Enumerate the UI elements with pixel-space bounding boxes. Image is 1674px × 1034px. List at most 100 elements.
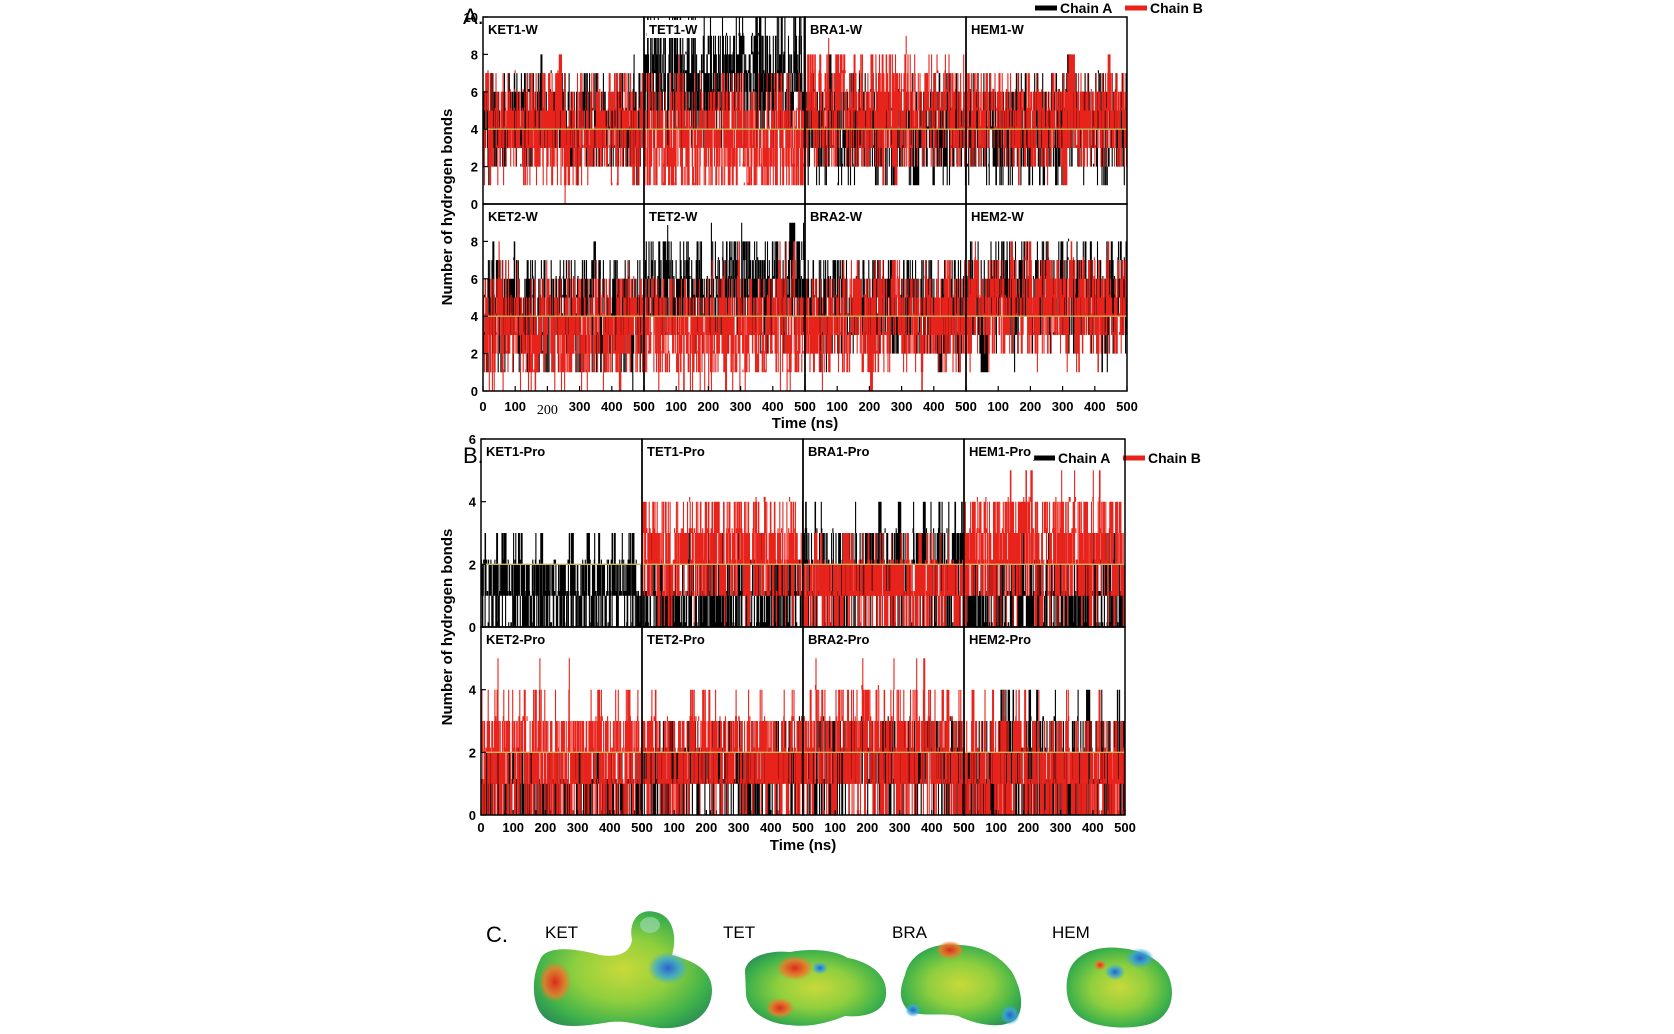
x-tick-label: 100 [665, 399, 687, 414]
x-tick-label: 300 [569, 399, 591, 414]
subplot-title-bg [484, 630, 549, 648]
x-tick-label: 400 [1084, 399, 1106, 414]
x-tick-label: 200 [1018, 820, 1040, 835]
y-tick-label: 8 [471, 234, 478, 249]
subplot-ket1-w: KET1-W 0 2 4 6 8 10 [464, 10, 645, 212]
subplot-hem2-w: HEM2-W 0 100 200 300 400 500 [962, 203, 1138, 414]
y-tick-label: 10 [464, 10, 478, 25]
x-tick-label: 500 [953, 820, 975, 835]
x-tick-label: 0 [477, 820, 484, 835]
x-tick-label: 500 [792, 820, 814, 835]
subplot-title-tet1-pro: TET1-Pro [647, 444, 705, 459]
subplot-title-bg [806, 630, 873, 648]
x-tick-label: 400 [923, 399, 945, 414]
x-tick-label: 500 [1114, 820, 1136, 835]
x-tick-label: 300 [1050, 820, 1072, 835]
subplot-bra1-pro: BRA1-Pro [802, 438, 965, 628]
subplot-title-tet2-pro: TET2-Pro [647, 632, 705, 647]
x-tick-label: 400 [760, 820, 782, 835]
legend-a-chain-b-label: Chain B [1150, 0, 1203, 16]
x-tick-label: 300 [567, 820, 589, 835]
subplot-title-tet2-w: TET2-W [649, 209, 698, 224]
subplot-title-ket2-w: KET2-W [488, 209, 539, 224]
x-tick-label: 400 [921, 820, 943, 835]
x-tick-label: 0 [960, 820, 967, 835]
legend-a: Chain A Chain B [1035, 0, 1203, 16]
panel-letter-b: B. [463, 443, 484, 468]
x-axis-label-a: Time (ns) [772, 415, 838, 432]
y-axis-label-a: Number of hydrogen bonds [439, 109, 456, 306]
subplot-tet2-w: TET2-W 0 100 200 300 400 500 [640, 203, 816, 414]
subplot-title-bg [647, 207, 701, 225]
x-tick-label: 0 [962, 399, 969, 414]
y-tick-label: 4 [469, 683, 477, 698]
x-tick-label: 200 [1020, 399, 1042, 414]
x-axis-label-b: Time (ns) [770, 837, 836, 854]
x-tick-label: 200 [698, 399, 720, 414]
x-tick-label: 200 [857, 820, 879, 835]
y-tick-label: 2 [469, 557, 476, 572]
x-tick-label: 0 [638, 820, 645, 835]
x-tick-label: 300 [1052, 399, 1074, 414]
subplot-title-hem2-pro: HEM2-Pro [969, 632, 1031, 647]
molecule-label-ket: KET [545, 923, 578, 942]
x-tick-label: 500 [794, 399, 816, 414]
y-tick-label: 8 [471, 47, 478, 62]
subplot-title-bg [967, 442, 1035, 460]
subplot-title-ket1-pro: KET1-Pro [486, 444, 545, 459]
subplot-title-bra2-w: BRA2-W [810, 209, 863, 224]
y-tick-label: 4 [469, 495, 477, 510]
subplot-title-tet1-w: TET1-W [649, 22, 698, 37]
y-tick-label: 4 [471, 122, 479, 137]
x-tick-label: 200 [535, 820, 557, 835]
molecule-panel: KET TET BRA HEM [533, 911, 1172, 1029]
subplot-title-bg [806, 442, 873, 460]
subplot-title-bg [969, 207, 1027, 225]
subplot-hem2-pro: HEM2-Pro 0 100 200 300 400 500 [960, 626, 1136, 835]
x-tick-label: 400 [1082, 820, 1104, 835]
molecule-surface-tet [745, 950, 887, 1026]
subplot-title-bra1-w: BRA1-W [810, 22, 863, 37]
y-tick-label: 6 [469, 432, 476, 447]
molecule-surface-ket [533, 911, 712, 1029]
subplot-bra1-w: BRA1-W [804, 16, 967, 205]
subplot-title-bg [486, 20, 541, 38]
legend-b: Chain A Chain B [1033, 450, 1201, 466]
subplot-title-bra1-pro: BRA1-Pro [808, 444, 869, 459]
chart-group-a: KET1-W 0 2 4 6 8 10 TET1-W BRA1-W HEM1-W KET2-W 0 2 4… [439, 10, 1138, 432]
molecule-surface-bra [900, 941, 1022, 1026]
x-tick-label: 300 [891, 399, 913, 414]
molecule-label-tet: TET [723, 923, 755, 942]
y-tick-label: 0 [469, 808, 476, 823]
subplot-title-bg [967, 630, 1035, 648]
subplot-title-bg [484, 442, 549, 460]
y-tick-label: 2 [471, 347, 478, 362]
subplot-bra2-pro: BRA2-Pro 0 100 200 300 400 500 [799, 626, 975, 835]
legend-a-chain-a-label: Chain A [1060, 0, 1112, 16]
x-tick-label: 500 [631, 820, 653, 835]
subplot-hem1-w: HEM1-W [965, 16, 1128, 205]
x-tick-label: 0 [640, 399, 647, 414]
y-tick-label: 2 [471, 160, 478, 175]
x-tick-label: 0 [479, 399, 486, 414]
subplot-ket2-w: KET2-W 0 2 4 6 8 0 100 200 300 400 500 [471, 203, 655, 418]
subplot-hem1-pro: HEM1-Pro [963, 438, 1126, 628]
panel-letter-c: C. [486, 922, 508, 947]
y-tick-label: 0 [471, 197, 478, 212]
x-tick-label: 0 [801, 399, 808, 414]
molecule-label-hem: HEM [1052, 923, 1090, 942]
molecule-surface-hem [1066, 947, 1172, 1028]
x-tick-label: 300 [730, 399, 752, 414]
subplot-title-ket2-pro: KET2-Pro [486, 632, 545, 647]
subplot-tet2-pro: TET2-Pro 0 100 200 300 400 500 [638, 626, 814, 835]
x-tick-label: 0 [799, 820, 806, 835]
y-tick-label: 2 [469, 745, 476, 760]
x-tick-label: 300 [728, 820, 750, 835]
x-tick-label: 100 [502, 820, 524, 835]
x-tick-label: 400 [762, 399, 784, 414]
x-tick-label: 500 [955, 399, 977, 414]
subplot-title-bg [808, 207, 865, 225]
subplot-title-hem2-w: HEM2-W [971, 209, 1024, 224]
subplot-bra2-w: BRA2-W 0 100 200 300 400 500 [801, 203, 977, 414]
molecule-label-bra: BRA [892, 923, 928, 942]
